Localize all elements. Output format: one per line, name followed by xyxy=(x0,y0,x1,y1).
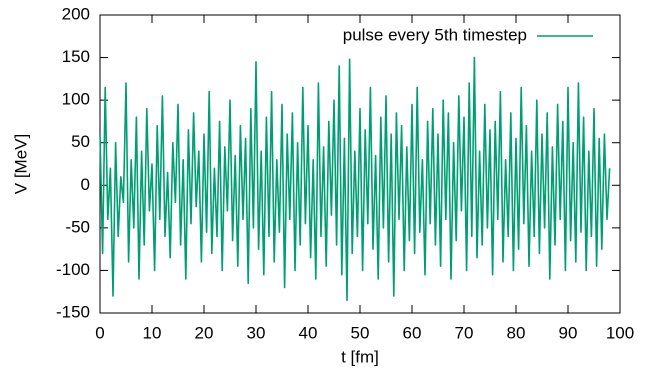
y-tick-label: -100 xyxy=(56,260,90,279)
y-tick-label: -50 xyxy=(65,217,90,236)
x-axis-label: t [fm] xyxy=(341,347,379,366)
x-tick-label: 40 xyxy=(299,323,318,342)
x-tick-label: 10 xyxy=(143,323,162,342)
x-tick-label: 60 xyxy=(403,323,422,342)
y-tick-label: 0 xyxy=(81,175,90,194)
legend-label: pulse every 5th timestep xyxy=(343,25,527,44)
x-tick-label: 100 xyxy=(606,323,634,342)
x-tick-label: 70 xyxy=(455,323,474,342)
y-axis-label: V [MeV] xyxy=(11,134,30,194)
data-line xyxy=(99,56,611,302)
x-tick-label: 0 xyxy=(95,323,104,342)
y-tick-label: 50 xyxy=(71,132,90,151)
x-tick-label: 30 xyxy=(247,323,266,342)
y-tick-label: -150 xyxy=(56,302,90,321)
x-tick-label: 90 xyxy=(559,323,578,342)
x-tick-label: 50 xyxy=(351,323,370,342)
y-tick-label: 150 xyxy=(62,47,90,66)
x-tick-label: 80 xyxy=(507,323,526,342)
y-tick-label: 100 xyxy=(62,90,90,109)
y-tick-label: 200 xyxy=(62,4,90,23)
x-tick-label: 20 xyxy=(195,323,214,342)
